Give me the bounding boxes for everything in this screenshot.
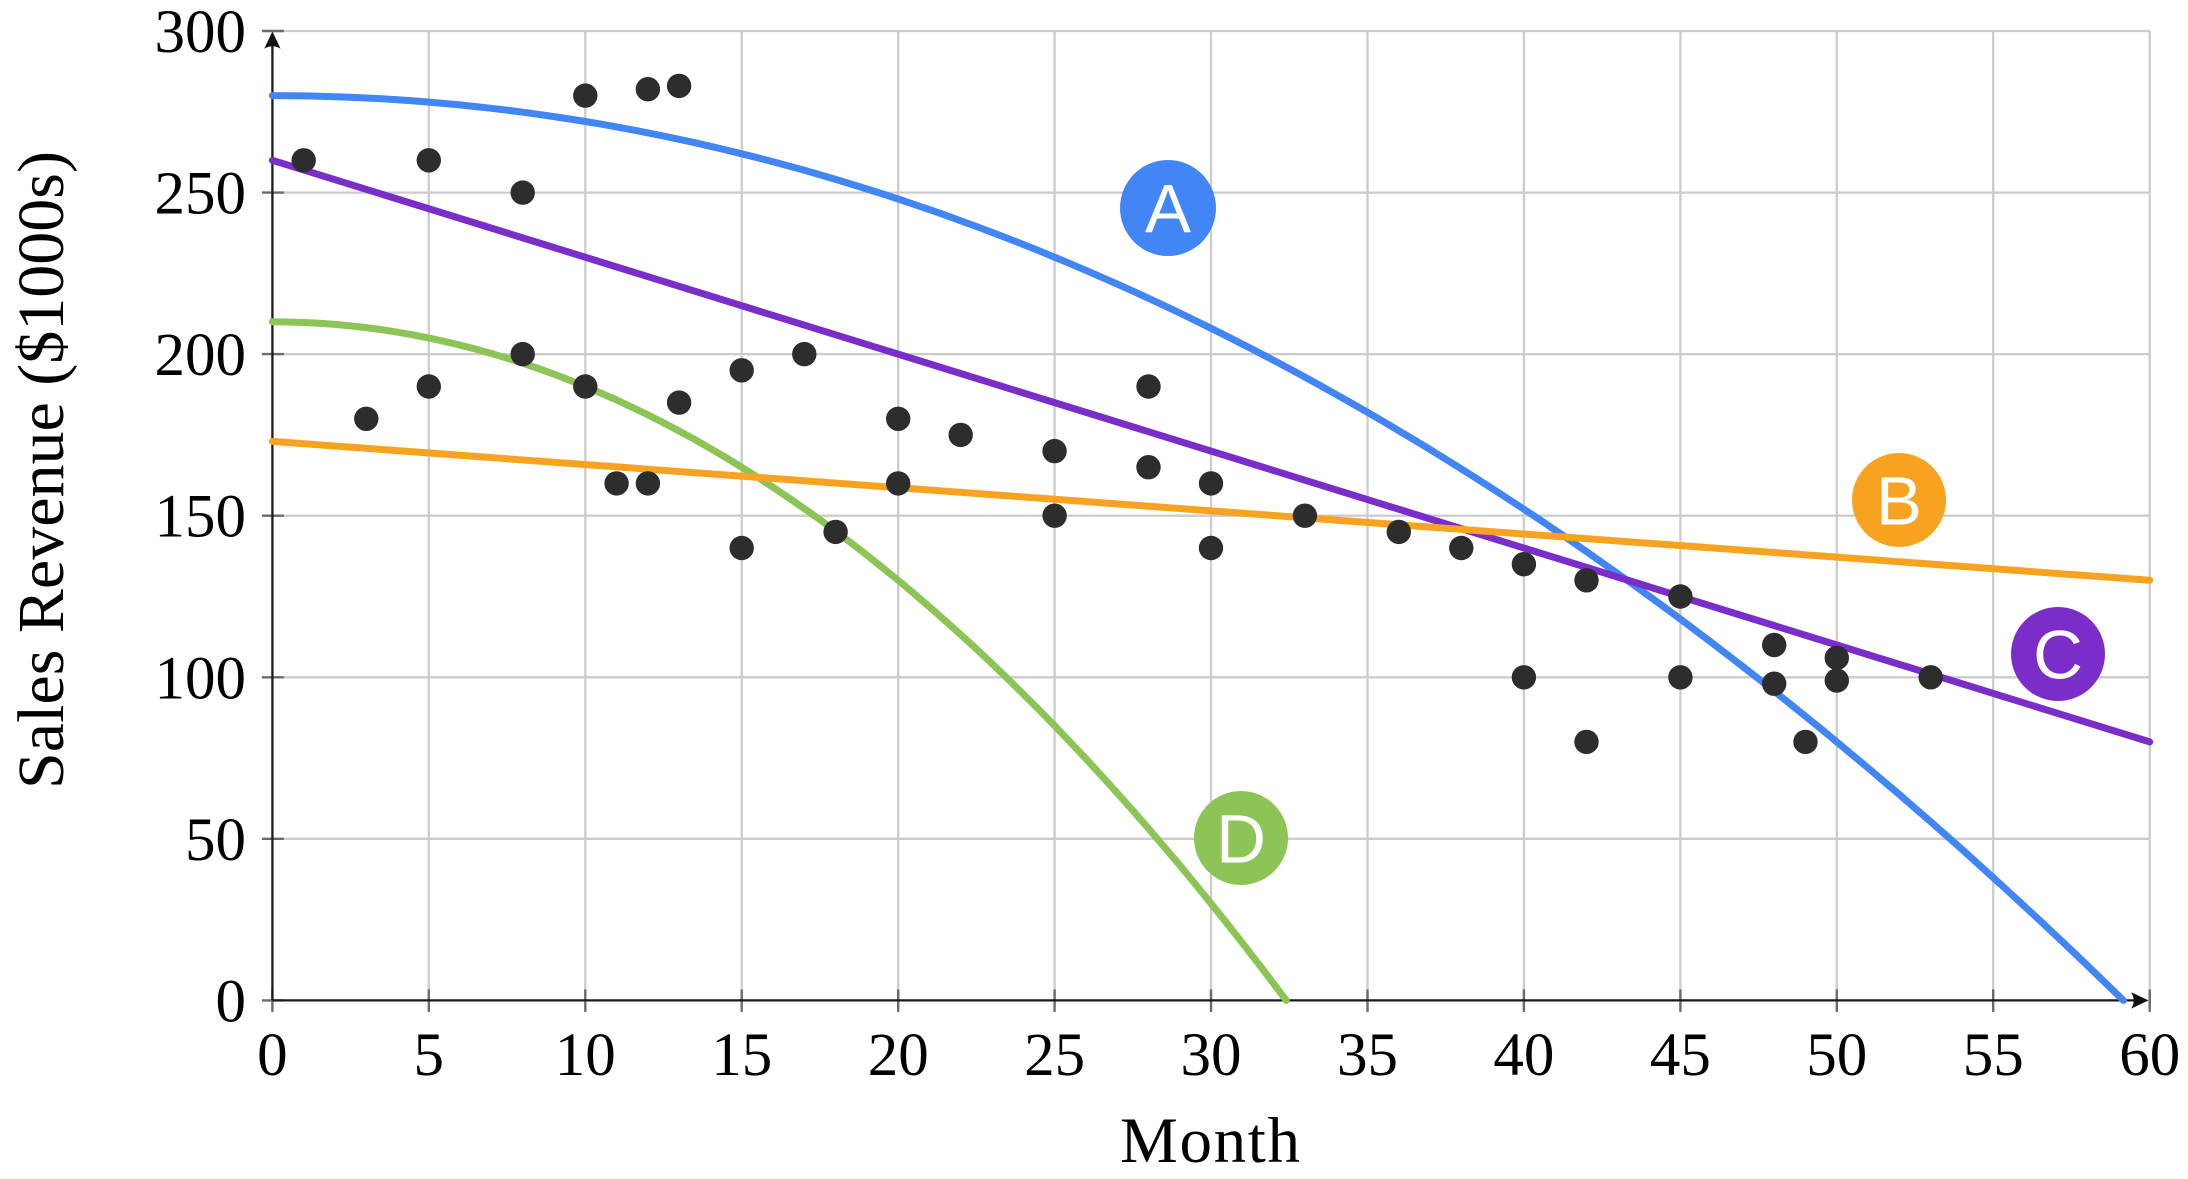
svg-text:60: 60 [2119,1022,2180,1089]
svg-text:40: 40 [1493,1022,1554,1089]
svg-text:30: 30 [1181,1022,1242,1089]
svg-text:A: A [1145,171,1191,248]
svg-text:25: 25 [1024,1022,1085,1089]
svg-text:10: 10 [555,1022,616,1089]
svg-text:Sales Revenue ($1000s): Sales Revenue ($1000s) [5,151,78,789]
svg-text:35: 35 [1337,1022,1398,1089]
svg-text:20: 20 [868,1022,929,1089]
svg-text:55: 55 [1963,1022,2024,1089]
svg-text:200: 200 [155,322,247,389]
svg-text:B: B [1876,463,1922,540]
svg-text:100: 100 [155,645,247,712]
svg-text:50: 50 [185,807,246,874]
svg-text:0: 0 [257,1022,288,1089]
svg-text:5: 5 [414,1022,445,1089]
svg-text:C: C [2033,617,2083,694]
svg-text:50: 50 [1806,1022,1867,1089]
svg-text:15: 15 [711,1022,772,1089]
svg-text:D: D [1216,801,1266,878]
svg-text:300: 300 [155,0,247,66]
svg-text:150: 150 [155,484,247,551]
svg-text:0: 0 [216,968,247,1035]
svg-text:45: 45 [1650,1022,1711,1089]
svg-text:Month: Month [1120,1105,1300,1174]
svg-text:250: 250 [155,161,247,228]
